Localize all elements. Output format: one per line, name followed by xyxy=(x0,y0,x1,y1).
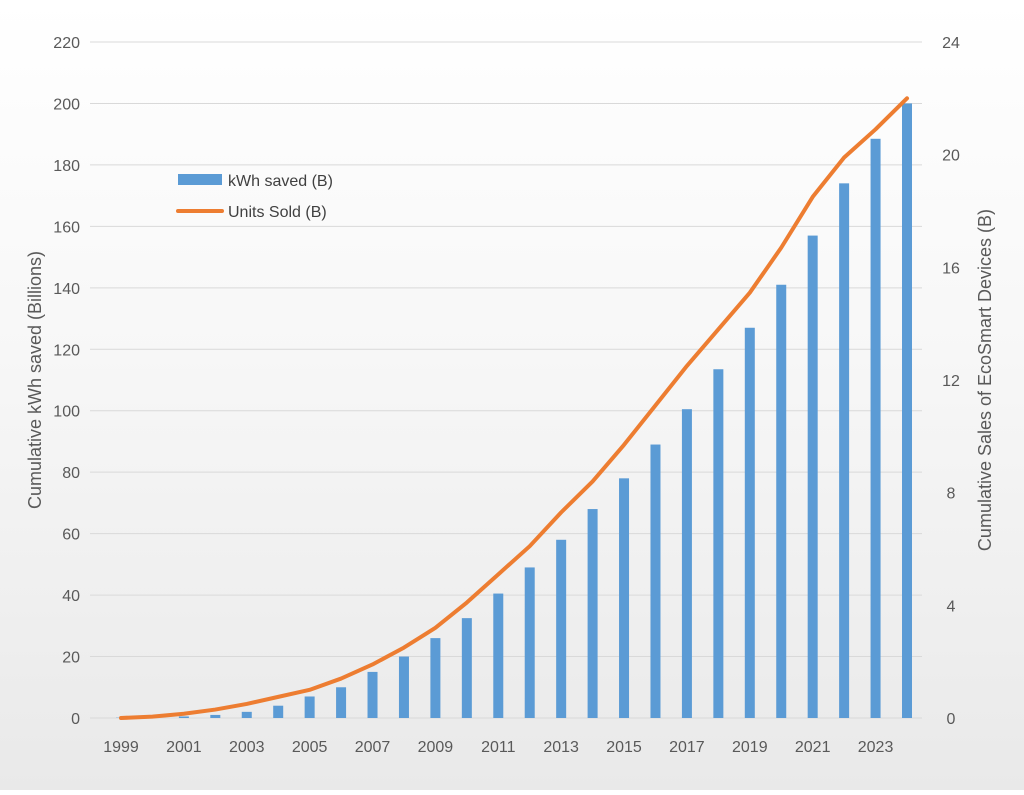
y-left-tick-label: 180 xyxy=(53,158,80,175)
bar xyxy=(902,103,912,718)
bar xyxy=(399,657,409,718)
y-left-tick-label: 200 xyxy=(53,96,80,113)
y-left-tick-label: 0 xyxy=(71,711,80,728)
legend: kWh saved (B) Units Sold (B) xyxy=(178,173,333,221)
x-tick-label: 2001 xyxy=(166,739,202,756)
x-tick-label: 2019 xyxy=(732,739,768,756)
y-left-tick-label: 80 xyxy=(62,465,80,482)
bar xyxy=(808,236,818,718)
bar xyxy=(871,139,881,718)
x-tick-label: 2013 xyxy=(543,739,579,756)
bar xyxy=(493,594,503,718)
bar xyxy=(776,285,786,718)
y-right-tick-label: 20 xyxy=(942,148,960,165)
y-right-tick-label: 0 xyxy=(947,711,956,728)
legend-label-units-sold: Units Sold (B) xyxy=(228,204,327,221)
legend-label-kwh-saved: kWh saved (B) xyxy=(228,173,333,190)
bar xyxy=(242,712,252,718)
y-left-tick-label: 220 xyxy=(53,35,80,52)
bar xyxy=(525,567,535,718)
y-right-tick-label: 4 xyxy=(947,598,956,615)
x-tick-label: 2003 xyxy=(229,739,265,756)
legend-swatch-kwh-saved xyxy=(178,174,222,185)
y-left-tick-label: 100 xyxy=(53,404,80,421)
y-left-tick-label: 20 xyxy=(62,650,80,667)
bar xyxy=(588,509,598,718)
x-tick-label: 1999 xyxy=(103,739,139,756)
y-right-tick-label: 16 xyxy=(942,260,960,277)
bar xyxy=(650,445,660,718)
axes: 0204060801001201401601802002200481216202… xyxy=(53,35,960,756)
y-left-tick-label: 60 xyxy=(62,527,80,544)
y-left-tick-label: 40 xyxy=(62,588,80,605)
x-tick-label: 2023 xyxy=(858,739,894,756)
x-tick-label: 2011 xyxy=(481,739,516,756)
y-left-axis-title: Cumulative kWh saved (Billions) xyxy=(25,251,45,509)
bar xyxy=(273,706,283,718)
bar xyxy=(745,328,755,718)
bar xyxy=(368,672,378,718)
y-right-axis-title: Cumulative Sales of EcoSmart Devices (B) xyxy=(975,209,995,551)
bar xyxy=(430,638,440,718)
y-left-tick-label: 160 xyxy=(53,219,80,236)
y-right-tick-label: 24 xyxy=(942,35,960,52)
bar xyxy=(556,540,566,718)
bar xyxy=(179,716,189,718)
bar xyxy=(336,687,346,718)
x-tick-label: 2021 xyxy=(795,739,831,756)
bar xyxy=(839,183,849,718)
bar xyxy=(682,409,692,718)
gridlines xyxy=(90,42,922,718)
bar xyxy=(210,715,220,718)
x-tick-label: 2007 xyxy=(355,739,391,756)
bar xyxy=(619,478,629,718)
line-path xyxy=(121,98,907,718)
x-tick-label: 2015 xyxy=(606,739,642,756)
x-tick-label: 2009 xyxy=(418,739,454,756)
y-right-tick-label: 8 xyxy=(947,486,956,503)
bar xyxy=(462,618,472,718)
y-right-tick-label: 12 xyxy=(942,373,960,390)
x-tick-label: 2005 xyxy=(292,739,328,756)
y-left-tick-label: 120 xyxy=(53,342,80,359)
bar xyxy=(713,369,723,718)
line-series-units-sold xyxy=(121,98,907,718)
bar xyxy=(305,696,315,718)
y-left-tick-label: 140 xyxy=(53,281,80,298)
x-tick-label: 2017 xyxy=(669,739,705,756)
